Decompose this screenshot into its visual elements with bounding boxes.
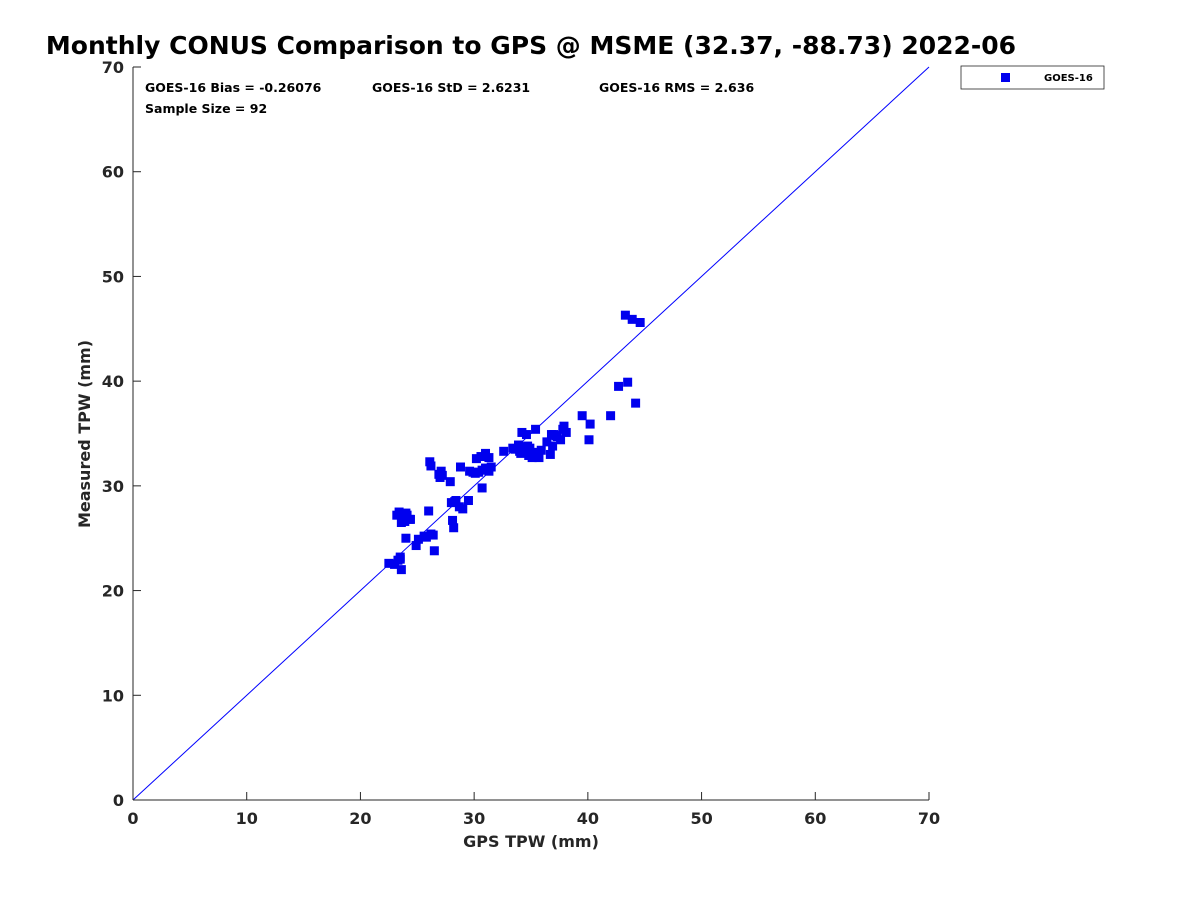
x-tick-label: 60 [804, 809, 826, 828]
data-point [401, 533, 411, 543]
data-point [585, 419, 595, 429]
y-tick-label: 70 [102, 58, 124, 77]
data-point [556, 435, 566, 445]
data-point [426, 461, 436, 471]
data-point [584, 435, 594, 445]
data-points-layer [384, 310, 645, 575]
data-point [531, 424, 541, 434]
y-tick-label: 60 [102, 163, 124, 182]
data-point [465, 466, 475, 476]
data-point [631, 398, 641, 408]
y-tick-label: 40 [102, 372, 124, 391]
data-point [484, 453, 494, 463]
data-point [577, 411, 587, 421]
data-point [463, 496, 473, 506]
reference-line-layer [132, 66, 930, 801]
legend-marker-goes-16 [1001, 73, 1010, 82]
data-point [429, 546, 439, 556]
legend: GOES-16 [960, 65, 1105, 90]
data-point [404, 514, 414, 524]
data-point [424, 506, 434, 516]
x-tick-label: 70 [918, 809, 940, 828]
data-point [635, 318, 645, 328]
data-point [545, 449, 555, 459]
data-point [411, 541, 421, 551]
data-point [614, 381, 624, 391]
data-point [448, 515, 458, 525]
data-point [458, 504, 468, 514]
data-point [421, 532, 431, 542]
data-point [471, 454, 481, 464]
x-ticks: 0 10 20 30 40 50 60 70 [127, 792, 940, 828]
data-point [384, 558, 394, 568]
data-point [517, 427, 527, 437]
x-tick-label: 10 [236, 809, 258, 828]
data-point [508, 443, 518, 453]
data-point [558, 424, 568, 434]
data-point [627, 314, 637, 324]
y-axis-label: Measured TPW (mm) [75, 340, 94, 528]
data-point [450, 497, 460, 507]
data-point [477, 465, 487, 475]
data-point [513, 440, 523, 450]
legend-label-goes-16: GOES-16 [1044, 73, 1093, 84]
std-annotation: GOES-16 StD = 2.6231 [372, 80, 530, 95]
one-to-one-line [132, 66, 930, 801]
x-tick-label: 20 [349, 809, 371, 828]
x-tick-label: 0 [127, 809, 138, 828]
y-tick-label: 20 [102, 582, 124, 601]
data-point [620, 310, 630, 320]
data-point [396, 565, 406, 575]
data-point [394, 507, 404, 517]
data-point [476, 452, 486, 462]
data-point [445, 477, 455, 487]
sample-size-annotation: Sample Size = 92 [145, 101, 267, 116]
data-point [524, 450, 534, 460]
data-point [536, 445, 546, 455]
data-point [413, 534, 423, 544]
plot-area: 0 10 20 30 40 50 60 70 0 10 20 30 40 50 60 70 [102, 58, 940, 828]
y-tick-label: 30 [102, 477, 124, 496]
legend-box [960, 65, 1105, 90]
data-point [437, 470, 447, 480]
x-axis-label: GPS TPW (mm) [463, 832, 599, 851]
data-point [606, 411, 616, 421]
data-point [521, 430, 531, 440]
data-point [623, 377, 633, 387]
y-tick-label: 50 [102, 267, 124, 286]
x-tick-label: 30 [463, 809, 485, 828]
data-point [549, 430, 559, 440]
data-point [548, 441, 558, 451]
data-point [542, 437, 552, 447]
rms-annotation: GOES-16 RMS = 2.636 [599, 80, 754, 95]
data-point [516, 448, 526, 458]
data-point [449, 523, 459, 533]
data-point [395, 554, 405, 564]
data-point [499, 446, 509, 456]
data-point [401, 508, 411, 518]
data-point [523, 441, 533, 451]
data-point [477, 483, 487, 493]
chart-title: Monthly CONUS Comparison to GPS @ MSME (… [46, 31, 1016, 60]
x-tick-label: 40 [577, 809, 599, 828]
data-point [486, 462, 496, 472]
bias-annotation: GOES-16 Bias = -0.26076 [145, 80, 322, 95]
data-point [400, 516, 410, 526]
y-ticks: 0 10 20 30 40 50 60 70 [102, 58, 141, 810]
y-tick-label: 0 [113, 791, 124, 810]
data-point [428, 530, 438, 540]
data-point [455, 462, 465, 472]
y-tick-label: 10 [102, 686, 124, 705]
x-tick-label: 50 [690, 809, 712, 828]
data-point [532, 449, 542, 459]
